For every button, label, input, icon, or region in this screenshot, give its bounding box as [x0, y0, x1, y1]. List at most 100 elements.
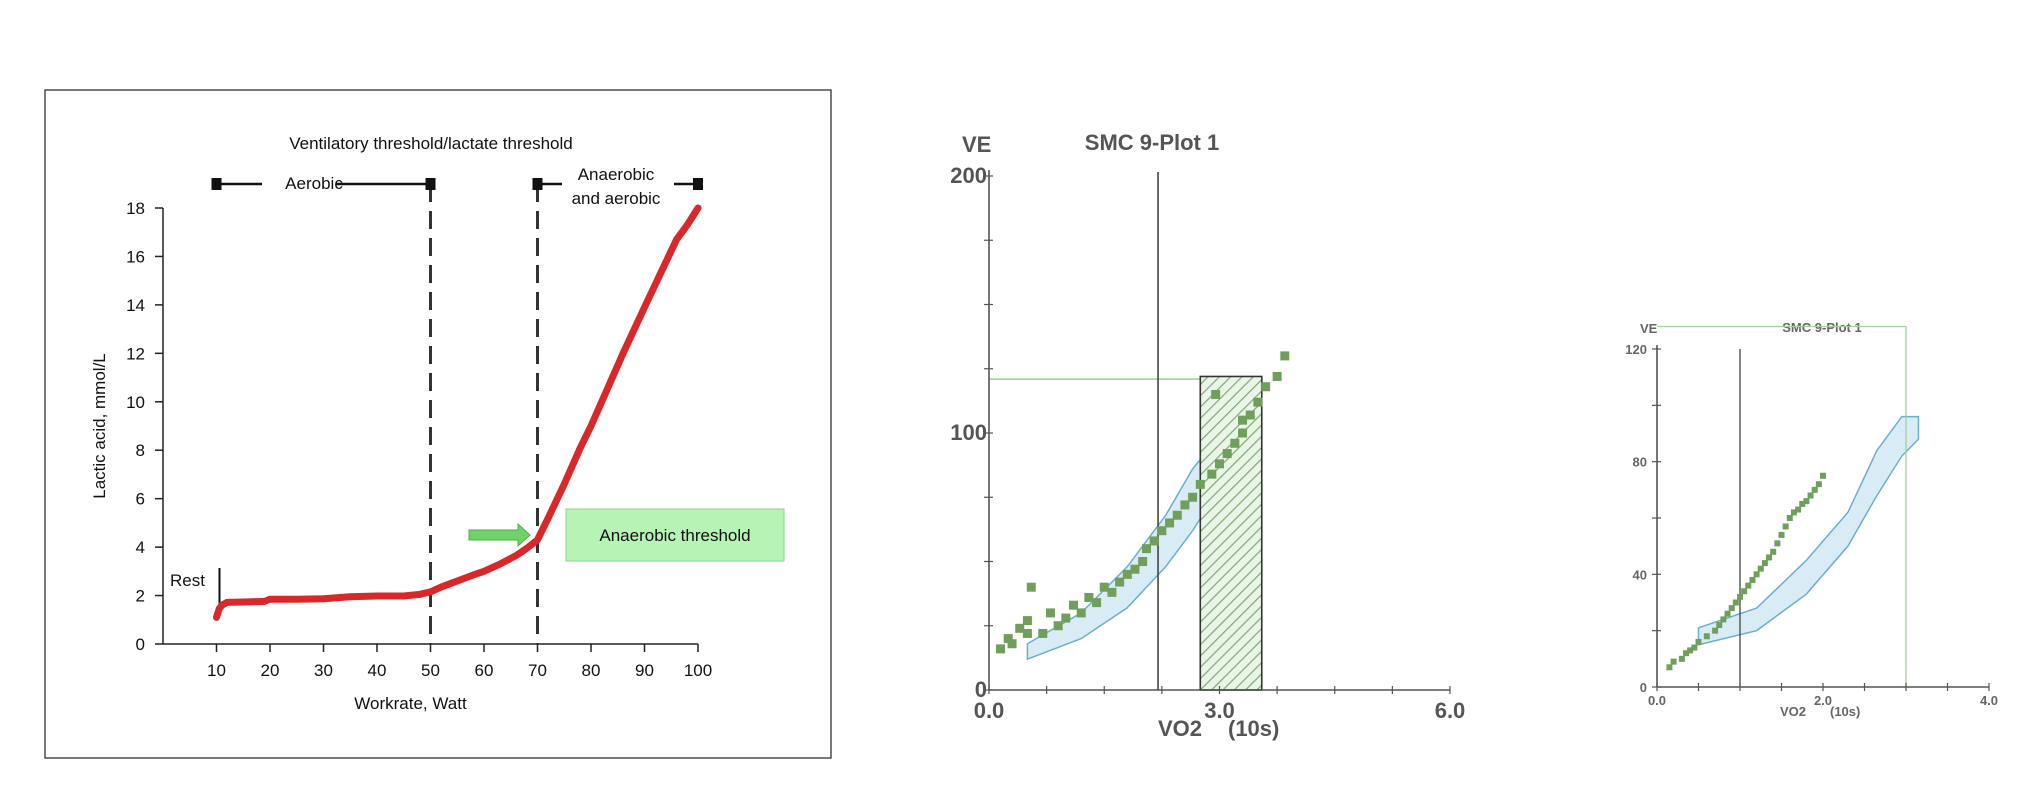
data-point	[1026, 582, 1036, 592]
x-tick-label: 80	[582, 661, 601, 680]
data-point	[1122, 569, 1132, 579]
data-point	[1728, 605, 1735, 612]
y-tick-label: 200	[950, 163, 987, 188]
anaerobic-zone-label-line2: and aerobic	[572, 189, 661, 208]
y-tick-label: 0	[1640, 680, 1647, 695]
data-point	[1670, 658, 1677, 665]
data-point	[1820, 472, 1826, 479]
data-point	[1280, 351, 1290, 361]
data-point	[1741, 588, 1748, 595]
data-point	[1272, 371, 1282, 381]
y-tick-label: 40	[1633, 567, 1647, 582]
data-point	[1807, 492, 1814, 499]
x-tick-label: 0.0	[1648, 693, 1666, 708]
data-point	[1749, 576, 1756, 583]
y-tick-label: 120	[1625, 342, 1647, 357]
lactate-y-axis-label: Lactic acid, mmol/L	[90, 353, 109, 499]
data-point	[1142, 544, 1152, 554]
data-point	[1712, 627, 1719, 634]
data-point	[1770, 548, 1777, 555]
data-point	[1038, 628, 1048, 638]
data-point	[1222, 449, 1232, 459]
anaerobic-zone-label-line1: Anaerobic	[578, 165, 655, 184]
x-tick-label: 90	[635, 661, 654, 680]
data-point	[1761, 560, 1768, 567]
data-point	[1092, 598, 1102, 608]
smc-large-axes: 0 100 200 0.0 3.0 6.0	[950, 163, 1465, 723]
lactate-chart-title: Ventilatory threshold/lactate threshold	[289, 134, 573, 153]
y-tick-label: 100	[950, 420, 987, 445]
data-point	[996, 644, 1006, 654]
smc-small-points	[1666, 472, 1826, 671]
zone-bracket-end	[693, 178, 703, 190]
y-tick-label: 16	[126, 247, 145, 266]
x-tick-label: 30	[314, 661, 333, 680]
x-tick-label: 0.0	[974, 698, 1005, 723]
lactate-curve-series	[213, 204, 702, 621]
smc-large-title: SMC 9-Plot 1	[1085, 130, 1219, 155]
y-tick-label: 0	[975, 677, 987, 702]
y-tick-label: 8	[136, 441, 145, 460]
zone-brackets	[211, 178, 703, 190]
x-tick-label: 70	[528, 661, 547, 680]
y-tick-label: 10	[126, 393, 145, 412]
y-tick-label: 6	[136, 490, 145, 509]
data-point	[1138, 557, 1148, 566]
data-point	[1180, 500, 1190, 510]
y-tick-label: 0	[136, 635, 145, 654]
data-point	[1790, 509, 1797, 516]
y-tick-label: 12	[126, 344, 145, 363]
x-tick-label: 10	[207, 661, 226, 680]
anaerobic-threshold-box	[565, 508, 785, 562]
data-point	[1207, 469, 1217, 479]
smc-small-axes: 0 40 80 120 0.0 2.0 4.0	[1625, 342, 1998, 708]
data-point	[1811, 486, 1818, 493]
data-point	[1069, 600, 1079, 610]
x-tick-label: 6.0	[1435, 698, 1466, 723]
data-point	[1716, 622, 1723, 629]
x-tick-label: 100	[684, 661, 712, 680]
data-point	[1211, 389, 1221, 399]
data-point	[1238, 428, 1248, 438]
zone-bracket-end	[211, 178, 222, 190]
data-point	[1053, 621, 1063, 631]
data-point	[1165, 518, 1175, 528]
data-point	[1061, 613, 1071, 623]
y-tick-label: 14	[126, 296, 145, 315]
y-tick-label: 80	[1633, 455, 1647, 470]
data-point	[1007, 639, 1017, 649]
data-point	[1778, 531, 1785, 538]
zone-bracket-end	[425, 178, 436, 190]
data-point	[1215, 459, 1224, 469]
x-tick-label: 50	[421, 661, 440, 680]
x-tick-label: 20	[261, 661, 280, 680]
zone-bracket-end	[532, 178, 543, 190]
data-point	[1732, 599, 1739, 606]
smc-large-y-label: VE	[962, 132, 991, 157]
aerobic-zone-label: Aerobic	[285, 174, 343, 193]
data-point	[1782, 523, 1789, 530]
data-point	[1149, 536, 1159, 546]
lactate-x-ticks: 10 20 30 40 50 60 70 80 90 100	[207, 644, 712, 680]
lactate-y-ticks: 0 2 4 6 8 10 12 14 16 18	[126, 199, 163, 654]
y-tick-label: 18	[126, 199, 145, 218]
smc-large-x-label-suffix: (10s)	[1228, 716, 1279, 741]
x-tick-label: 2.0	[1814, 693, 1832, 708]
data-point	[1130, 564, 1140, 574]
data-point	[1745, 582, 1752, 589]
lactate-x-axis-label: Workrate, Watt	[354, 694, 467, 713]
data-point	[1084, 592, 1094, 602]
data-point	[1666, 664, 1673, 671]
data-point	[1687, 647, 1694, 654]
smc-large-x-label: VO2	[1158, 716, 1202, 741]
data-point	[1678, 655, 1685, 662]
data-point	[1795, 506, 1802, 513]
x-tick-label: 3.0	[1204, 698, 1235, 723]
data-point	[1188, 492, 1198, 502]
x-tick-label: 40	[368, 661, 387, 680]
anaerobic-threshold-label: Anaerobic threshold	[599, 526, 750, 545]
smc-small-y-label: VE	[1640, 321, 1658, 336]
smc-plot-large: SMC 9-Plot 1 VE 0 100 200 0.0 3.0 6.0 VO2 (10…	[950, 130, 1465, 741]
smc-small-x-label-suffix: (10s)	[1830, 704, 1860, 719]
